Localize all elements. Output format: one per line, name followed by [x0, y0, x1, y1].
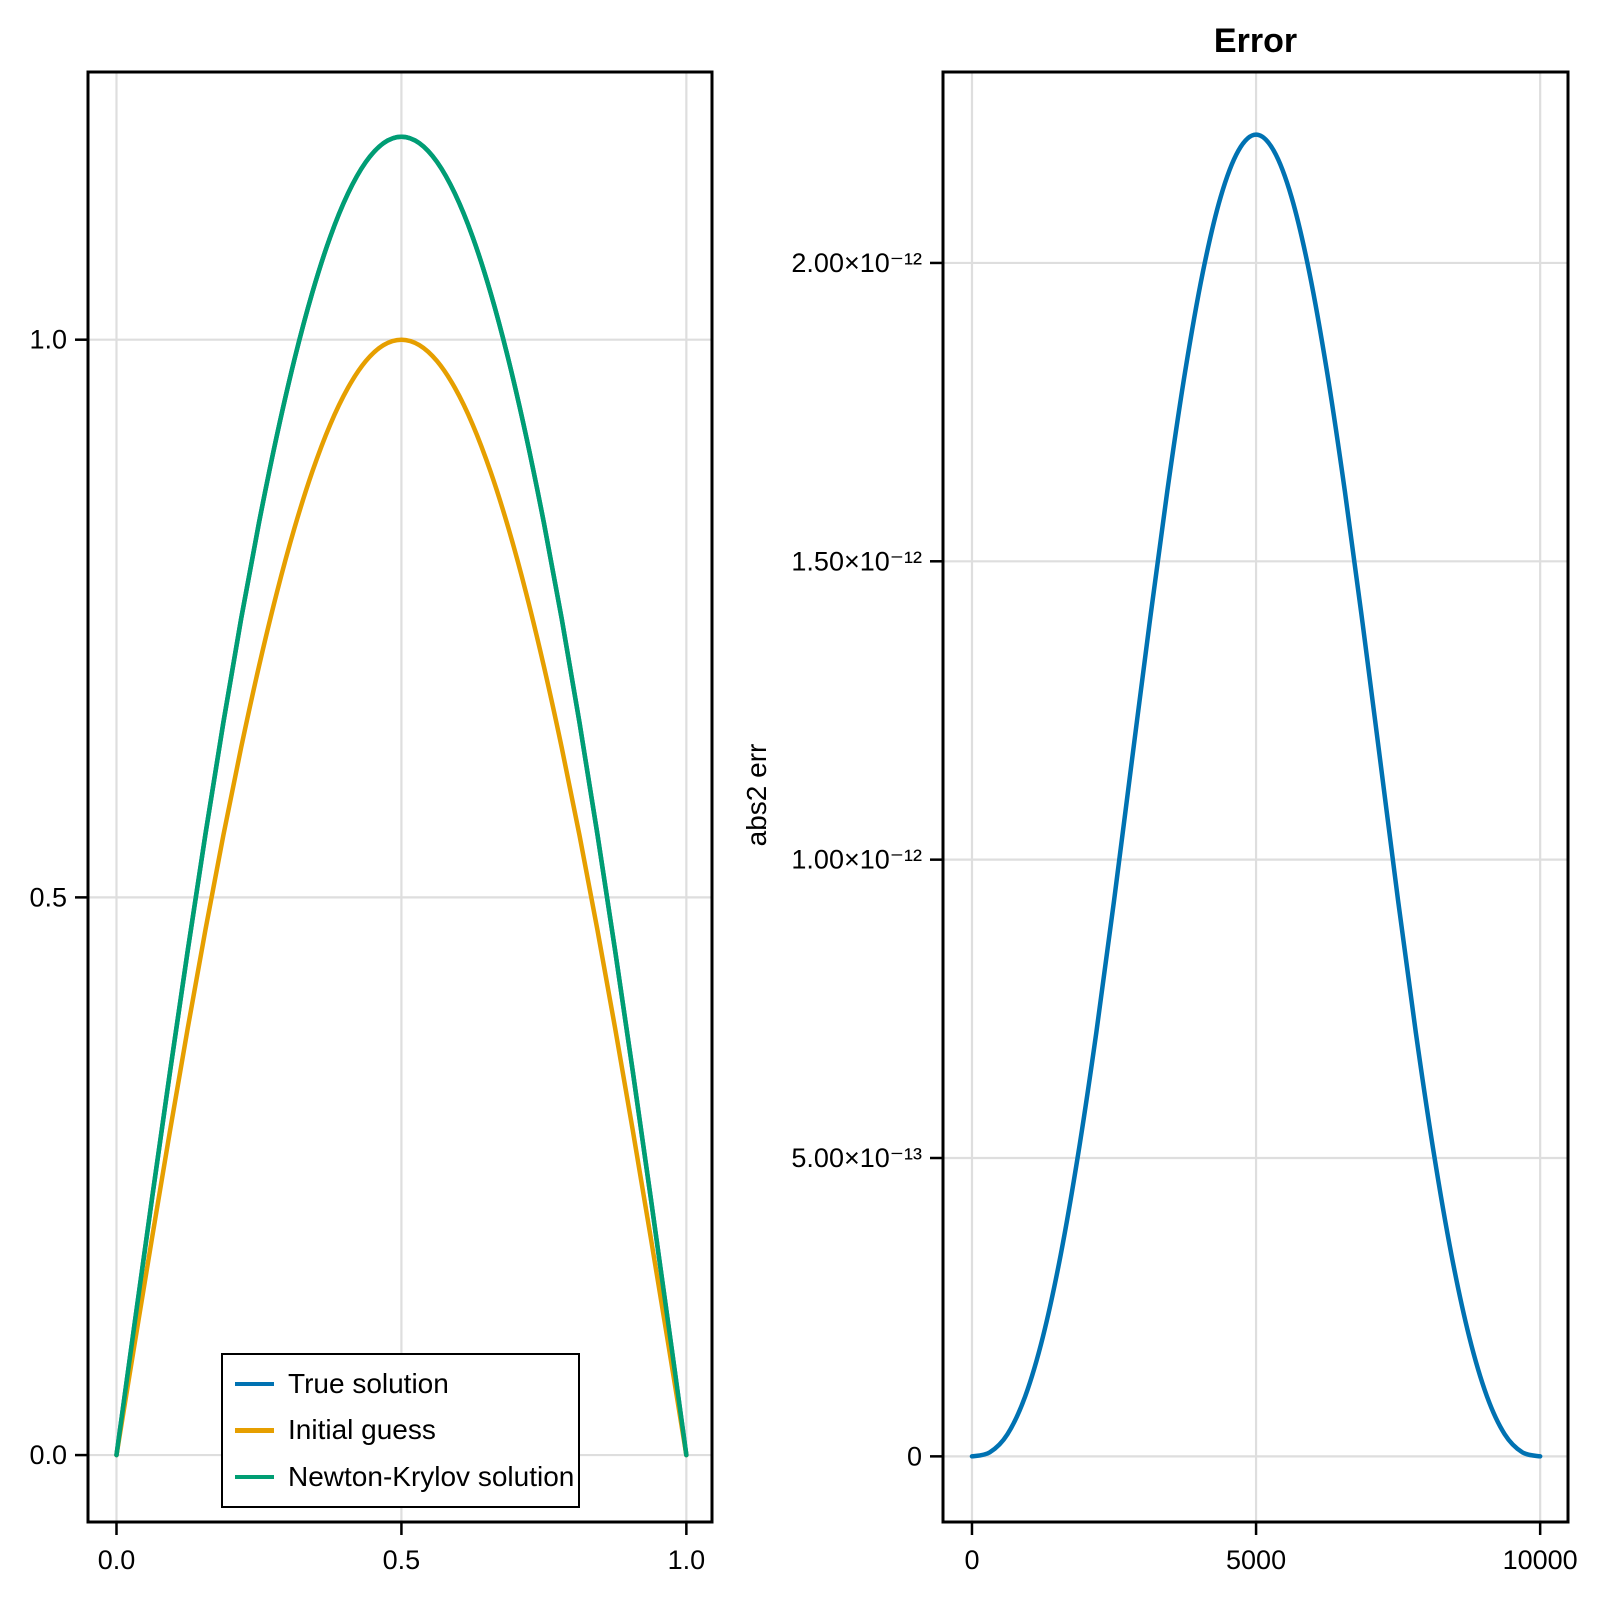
y-tick-label: 0.5 [29, 882, 67, 912]
y-tick-label: 1.0 [29, 325, 67, 355]
x-tick-label: 0.5 [383, 1545, 421, 1575]
legend-item-initial-guess: Initial guess [235, 1416, 578, 1444]
newton-krylov-line-swatch [235, 1474, 274, 1480]
x-tick-label: 5000 [1226, 1545, 1286, 1575]
legend-label-initial-guess: Initial guess [288, 1414, 436, 1446]
y-tick-label: 1.50×10⁻¹² [791, 546, 922, 576]
x-tick-label: 0.0 [98, 1545, 136, 1575]
y-tick-label: 1.00×10⁻¹² [791, 845, 922, 875]
true-solution-line-swatch [235, 1381, 274, 1387]
y-tick-label: 0 [907, 1441, 922, 1471]
x-tick-label: 0 [964, 1545, 979, 1575]
error-chart-ylabel: abs2 err [741, 743, 772, 847]
series-line-initial-guess [114, 337, 689, 1458]
y-tick-label: 2.00×10⁻¹² [791, 248, 922, 278]
x-tick-label: 1.0 [668, 1545, 706, 1575]
series-line-abs2-err [969, 132, 1543, 1459]
initial-guess-line-swatch [235, 1428, 274, 1433]
error-chart-title: Error [1213, 22, 1298, 60]
legend-item-newton-krylov: Newton-Krylov solution [235, 1460, 578, 1492]
axis-frame [86, 70, 714, 1524]
x-tick-label: 10000 [1503, 1545, 1578, 1575]
legend-item-true-solution: True solution [235, 1370, 578, 1398]
legend: True solution Initial guess Newton-Krylo… [221, 1353, 580, 1508]
legend-label-true-solution: True solution [288, 1368, 449, 1400]
legend-label-newton-krylov: Newton-Krylov solution [288, 1460, 575, 1492]
y-tick-label: 0.0 [29, 1440, 67, 1470]
y-tick-label: 5.00×10⁻¹³ [791, 1143, 922, 1173]
series-line-newton-krylov-solution [114, 134, 689, 1458]
